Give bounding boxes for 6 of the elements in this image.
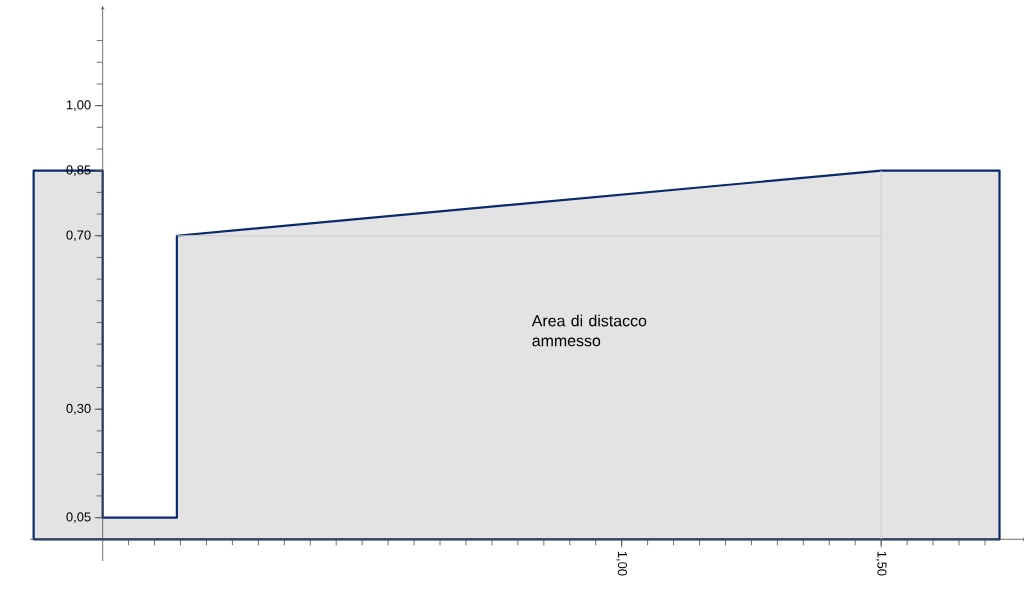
y-tick-label: 1,00: [66, 100, 91, 111]
y-tick-label: 0,05: [66, 512, 91, 523]
y-tick-label: 0,70: [66, 230, 91, 242]
annotation: Area di distacco ammesso: [531, 314, 647, 347]
x-tick-label: 1,50: [875, 551, 887, 576]
y-tick-label: 0,30: [66, 403, 91, 415]
